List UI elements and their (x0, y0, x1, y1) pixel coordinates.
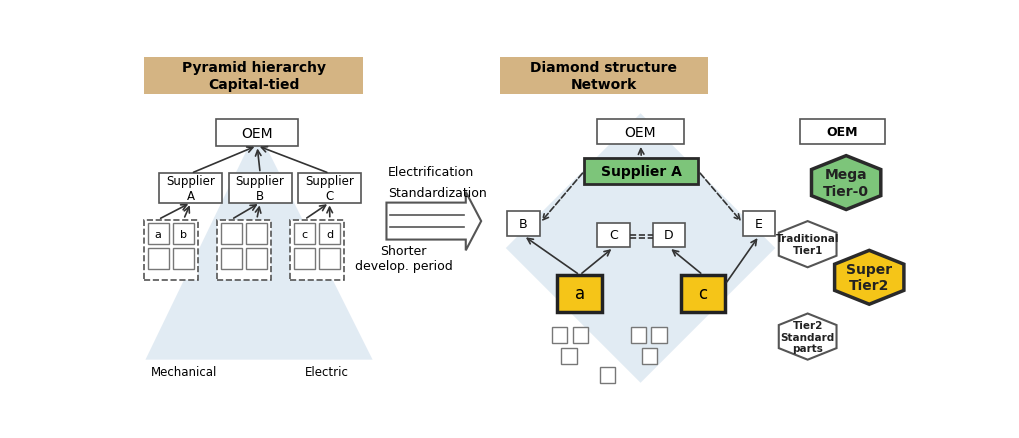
Text: Super
Tier2: Super Tier2 (846, 263, 892, 293)
Text: Standardization: Standardization (387, 187, 486, 200)
FancyBboxPatch shape (680, 276, 725, 312)
FancyBboxPatch shape (144, 220, 198, 281)
FancyBboxPatch shape (597, 223, 629, 248)
Text: OEM: OEM (624, 125, 656, 139)
FancyBboxPatch shape (217, 220, 271, 281)
FancyBboxPatch shape (144, 58, 363, 95)
Text: Mega
Tier-0: Mega Tier-0 (822, 168, 868, 198)
FancyBboxPatch shape (173, 248, 194, 269)
Text: b: b (180, 229, 186, 239)
FancyBboxPatch shape (799, 120, 883, 145)
FancyBboxPatch shape (159, 174, 222, 203)
FancyBboxPatch shape (556, 276, 601, 312)
FancyBboxPatch shape (499, 58, 707, 95)
FancyBboxPatch shape (319, 224, 340, 244)
FancyBboxPatch shape (148, 224, 168, 244)
Text: OEM: OEM (242, 126, 273, 140)
FancyBboxPatch shape (319, 248, 340, 269)
Text: a: a (574, 285, 584, 303)
Text: D: D (663, 229, 674, 242)
Text: a: a (155, 229, 161, 239)
FancyBboxPatch shape (221, 224, 242, 244)
FancyBboxPatch shape (652, 223, 685, 248)
Text: c: c (301, 229, 307, 239)
Polygon shape (505, 114, 774, 383)
Text: B: B (519, 217, 527, 230)
Polygon shape (779, 222, 836, 268)
FancyBboxPatch shape (221, 248, 242, 269)
FancyBboxPatch shape (290, 220, 343, 281)
Text: C: C (608, 229, 618, 242)
Text: Supplier
C: Supplier C (305, 175, 354, 202)
FancyBboxPatch shape (584, 159, 698, 185)
FancyBboxPatch shape (298, 174, 361, 203)
Text: E: E (754, 217, 762, 230)
Text: Supplier A: Supplier A (600, 165, 681, 179)
FancyBboxPatch shape (560, 348, 576, 364)
FancyBboxPatch shape (246, 224, 267, 244)
Text: Pyramid hierarchy
Capital-tied: Pyramid hierarchy Capital-tied (181, 61, 325, 92)
FancyBboxPatch shape (506, 212, 539, 236)
FancyBboxPatch shape (642, 348, 657, 364)
FancyBboxPatch shape (216, 120, 298, 146)
FancyBboxPatch shape (651, 328, 666, 343)
FancyBboxPatch shape (551, 328, 567, 343)
Text: OEM: OEM (825, 126, 857, 139)
FancyBboxPatch shape (293, 224, 315, 244)
Text: Supplier
B: Supplier B (235, 175, 284, 202)
Text: Traditional
Tier1: Traditional Tier1 (775, 234, 839, 255)
Text: Supplier
A: Supplier A (166, 175, 215, 202)
Polygon shape (811, 156, 880, 210)
FancyBboxPatch shape (630, 328, 645, 343)
FancyBboxPatch shape (597, 120, 683, 145)
Polygon shape (779, 314, 836, 360)
FancyBboxPatch shape (573, 328, 588, 343)
Text: Shorter
develop. period: Shorter develop. period (355, 244, 451, 272)
FancyBboxPatch shape (599, 367, 614, 383)
Polygon shape (386, 192, 481, 251)
FancyBboxPatch shape (742, 212, 774, 236)
Text: Electric: Electric (304, 365, 348, 378)
Text: Electrification: Electrification (387, 165, 474, 178)
Polygon shape (146, 129, 372, 360)
Text: Diamond structure
Network: Diamond structure Network (530, 61, 677, 92)
FancyBboxPatch shape (148, 248, 168, 269)
FancyBboxPatch shape (293, 248, 315, 269)
Text: d: d (326, 229, 333, 239)
FancyBboxPatch shape (173, 224, 194, 244)
Polygon shape (834, 251, 903, 304)
Text: c: c (698, 285, 707, 303)
FancyBboxPatch shape (246, 248, 267, 269)
FancyBboxPatch shape (228, 174, 291, 203)
Text: Tier2
Standard
parts: Tier2 Standard parts (780, 320, 834, 353)
Text: Mechanical: Mechanical (151, 365, 217, 378)
